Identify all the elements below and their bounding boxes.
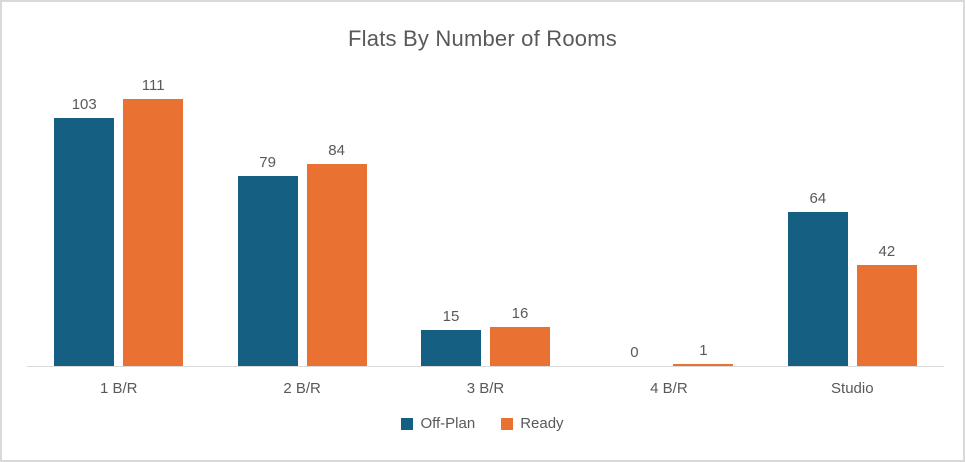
- bar-cell-off-plan-3-b-r: 15: [421, 308, 482, 366]
- plot-area: 103 111 79 84 15 16 0 1 64 42: [27, 77, 944, 367]
- legend-label-ready: Ready: [520, 415, 564, 432]
- bar-cell-off-plan-1-b-r: 103: [54, 96, 115, 366]
- bar-ready-4-b-r: [673, 364, 734, 366]
- legend: Off-Plan Ready: [2, 415, 963, 432]
- data-label-off-plan-4-b-r: 0: [630, 344, 639, 361]
- legend-item-ready: Ready: [501, 415, 564, 432]
- bar-off-plan-2-b-r: [237, 176, 298, 366]
- data-label-off-plan-1-b-r: 103: [71, 96, 97, 113]
- legend-label-off-plan: Off-Plan: [420, 415, 476, 432]
- data-label-off-plan-3-b-r: 15: [442, 308, 460, 325]
- bar-group-3-b-r: 15 16: [394, 78, 577, 366]
- data-label-off-plan-2-b-r: 79: [259, 154, 276, 171]
- bar-cell-ready-1-b-r: 111: [123, 77, 184, 366]
- legend-swatch-icon-ready: [501, 417, 514, 430]
- bar-cell-ready-4-b-r: 1: [673, 342, 734, 366]
- bar-ready-1-b-r: [123, 99, 184, 366]
- bar-ready-3-b-r: [490, 327, 551, 366]
- x-axis-labels: 1 B/R 2 B/R 3 B/R 4 B/R Studio: [27, 380, 944, 397]
- x-label-1-b-r: 1 B/R: [99, 380, 138, 397]
- data-label-ready-1-b-r: 111: [141, 77, 165, 94]
- bar-cell-ready-2-b-r: 84: [306, 142, 367, 366]
- bar-ready-2-b-r: [306, 164, 367, 366]
- x-label-3-b-r: 3 B/R: [466, 380, 505, 397]
- bar-off-plan-3-b-r: [421, 330, 482, 366]
- legend-swatch-icon-off-plan: [401, 417, 414, 430]
- bar-cell-off-plan-2-b-r: 79: [237, 154, 298, 366]
- bar-group-studio: 64 42: [761, 78, 944, 366]
- bar-cell-ready-studio: 42: [856, 243, 917, 366]
- x-label-studio: Studio: [831, 380, 874, 397]
- bar-cell-off-plan-4-b-r: 0: [604, 344, 664, 366]
- data-label-ready-3-b-r: 16: [511, 305, 529, 322]
- bar-cell-off-plan-studio: 64: [787, 190, 848, 366]
- bar-cell-ready-3-b-r: 16: [490, 305, 551, 366]
- chart-title: Flats By Number of Rooms: [348, 26, 617, 51]
- data-label-ready-2-b-r: 84: [328, 142, 345, 159]
- bar-off-plan-1-b-r: [54, 118, 115, 366]
- x-label-2-b-r: 2 B/R: [283, 380, 321, 397]
- bar-group-1-b-r: 103 111: [27, 77, 210, 366]
- x-label-4-b-r: 4 B/R: [650, 380, 688, 397]
- legend-item-off-plan: Off-Plan: [401, 415, 475, 432]
- data-label-ready-4-b-r: 1: [699, 342, 708, 359]
- data-label-off-plan-studio: 64: [809, 190, 827, 207]
- data-label-ready-studio: 42: [878, 243, 896, 260]
- bar-group-2-b-r: 79 84: [210, 78, 393, 366]
- bar-ready-studio: [856, 265, 917, 366]
- bar-off-plan-studio: [787, 212, 848, 366]
